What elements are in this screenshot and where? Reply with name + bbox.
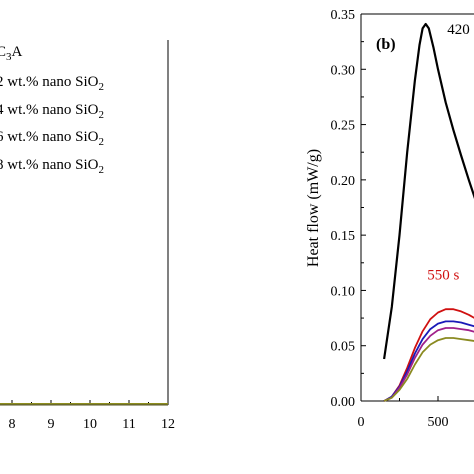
right-y-tick-label: 0.20 [331, 174, 356, 189]
right-y-tick-label: 0.10 [331, 284, 356, 299]
legend-subscript: 2 [99, 164, 105, 176]
annotation-1: 420 [447, 22, 470, 38]
right-x-tick-label: 0 [358, 415, 365, 430]
legend-entry-4: 6 wt.% nano SiO2 [0, 129, 104, 148]
legend-subscript: 3 [6, 51, 12, 63]
legend-entry-2: 2 wt.% nano SiO2 [0, 74, 104, 93]
legend-text: 8 wt.% nano SiO [0, 157, 99, 173]
annotation-2: 550 s [427, 267, 459, 283]
right-y-tick-label: 0.05 [331, 340, 356, 355]
right-y-tick-label: 0.30 [331, 63, 356, 78]
legend-text: A [12, 44, 23, 60]
right-y-axis-label: Heat flow (mW/g) [305, 149, 322, 267]
left-x-tick-label: 8 [9, 417, 16, 432]
legend-text: 6 wt.% nano SiO [0, 129, 99, 145]
left-x-tick-label: 12 [161, 417, 175, 432]
right-series-4 [383, 327, 474, 402]
legend-subscript: 2 [99, 136, 105, 148]
left-x-tick-label: 9 [48, 417, 55, 432]
legend-subscript: 2 [99, 81, 105, 93]
left-x-tick-label: 11 [122, 417, 135, 432]
panel-label: (b) [376, 36, 396, 53]
right-series-5 [383, 337, 474, 402]
legend-subscript: 2 [99, 109, 105, 121]
legend-entry-3: 4 wt.% nano SiO2 [0, 102, 104, 121]
legend-entry-5: 8 wt.% nano SiO2 [0, 157, 104, 176]
legend-text: 2 wt.% nano SiO [0, 74, 99, 90]
right-panel: 0.00 0.05 0.10 0.15 0.20 0.25 0.30 0.35 0 500 Heat… [305, 8, 474, 430]
right-y-tick-label: 0.25 [331, 119, 356, 134]
legend-text: 4 wt.% nano SiO [0, 102, 99, 118]
right-y-tick-label: 0.15 [331, 229, 356, 244]
legend-entry-1: C3A [0, 44, 23, 63]
right-x-tick-label: 500 [428, 415, 449, 430]
right-y-tick-label: 0.00 [331, 395, 356, 410]
legend-text: C [0, 44, 6, 60]
right-series-1 [383, 22, 474, 360]
right-y-tick-label: 0.35 [331, 8, 356, 23]
left-x-tick-label: 10 [83, 417, 97, 432]
